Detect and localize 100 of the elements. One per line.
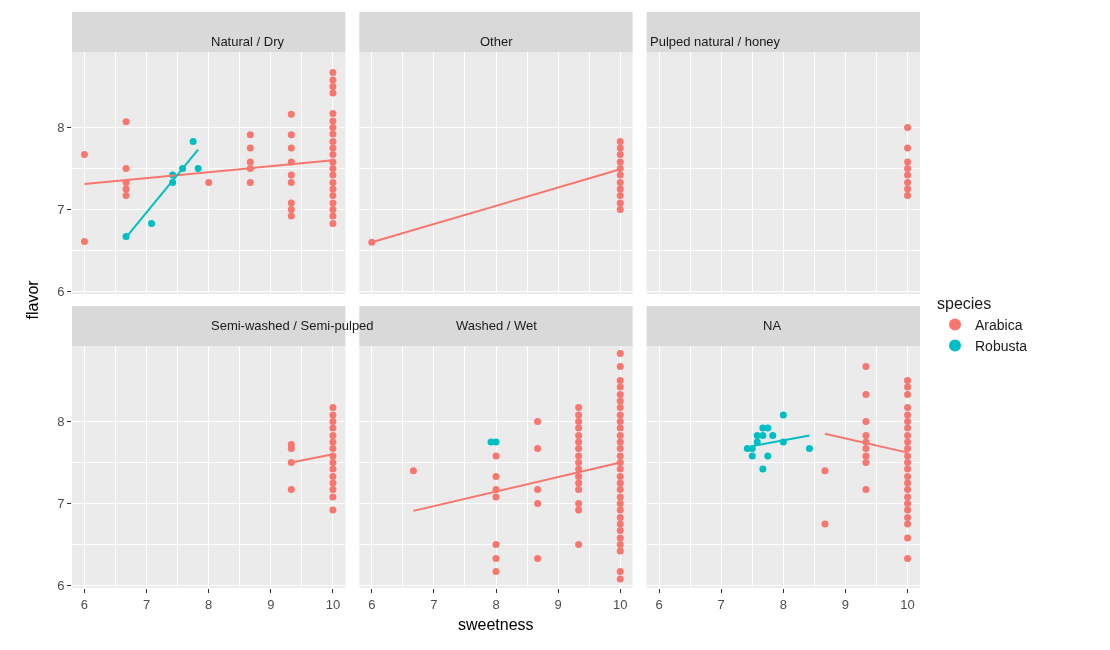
- point: [80, 238, 88, 245]
- x-tick-label: 9: [554, 596, 562, 612]
- point: [329, 506, 337, 514]
- point: [862, 452, 870, 460]
- point: [329, 486, 337, 494]
- point: [329, 171, 337, 179]
- point: [616, 199, 624, 207]
- point: [616, 411, 624, 419]
- point: [329, 82, 337, 90]
- chart-title: Washed / Wet: [456, 318, 538, 333]
- point: [904, 417, 912, 425]
- point: [616, 486, 624, 494]
- point: [616, 465, 624, 473]
- x-tick-label: 7: [717, 596, 725, 612]
- chart-title: NA: [763, 318, 782, 333]
- x-tick-label: 6: [655, 596, 663, 612]
- point: [329, 411, 337, 419]
- point: [329, 192, 337, 200]
- point: [329, 424, 337, 432]
- point: [616, 206, 624, 214]
- point: [329, 69, 337, 77]
- point: [575, 541, 583, 549]
- point: [329, 117, 337, 125]
- point: [492, 554, 500, 562]
- point: [287, 131, 295, 139]
- point: [329, 472, 337, 480]
- point: [904, 144, 912, 152]
- point: [904, 534, 912, 542]
- point: [616, 452, 624, 460]
- point: [205, 178, 213, 186]
- point: [287, 486, 295, 494]
- point: [748, 445, 756, 453]
- point: [759, 465, 767, 473]
- point: [409, 467, 417, 475]
- point: [534, 445, 542, 453]
- point: [575, 458, 583, 466]
- point: [492, 472, 500, 480]
- point: [616, 185, 624, 193]
- point: [287, 212, 295, 220]
- point: [329, 438, 337, 446]
- point: [329, 89, 337, 97]
- point: [329, 151, 337, 159]
- point: [575, 479, 583, 487]
- point: [329, 110, 337, 118]
- point: [779, 411, 787, 419]
- point: [616, 376, 624, 384]
- point: [616, 404, 624, 412]
- point: [329, 431, 337, 439]
- point: [329, 199, 337, 207]
- point: [575, 417, 583, 425]
- point: [616, 383, 624, 391]
- x-tick-label: 6: [368, 596, 376, 612]
- point: [904, 465, 912, 473]
- point: [148, 219, 156, 227]
- y-tick-label: 7: [57, 202, 65, 218]
- point: [616, 431, 624, 439]
- x-tick-label: 10: [900, 596, 915, 612]
- y-tick-label: 6: [57, 578, 65, 594]
- point: [329, 404, 337, 412]
- point: [122, 192, 130, 200]
- point: [904, 500, 912, 508]
- point: [821, 520, 829, 528]
- point: [616, 349, 624, 357]
- point: [616, 397, 624, 405]
- point: [616, 417, 624, 425]
- point: [904, 520, 912, 528]
- point: [904, 506, 912, 514]
- legend-label: Robusta: [975, 338, 1028, 355]
- point: [904, 452, 912, 460]
- point: [904, 171, 912, 179]
- point: [287, 144, 295, 152]
- point: [329, 178, 337, 186]
- point: [904, 383, 912, 391]
- point: [616, 438, 624, 446]
- point: [575, 445, 583, 453]
- point: [862, 445, 870, 453]
- point: [904, 479, 912, 487]
- point: [287, 171, 295, 179]
- point: [575, 472, 583, 480]
- chart-title: Natural / Dry: [211, 34, 285, 49]
- x-tick-label: 10: [613, 596, 628, 612]
- point: [575, 424, 583, 432]
- point: [764, 452, 772, 460]
- point: [246, 131, 254, 139]
- point: [246, 178, 254, 186]
- point: [329, 164, 337, 172]
- point: [329, 76, 337, 84]
- point: [575, 486, 583, 494]
- point: [616, 390, 624, 398]
- point: [862, 363, 870, 371]
- point: [616, 363, 624, 371]
- x-tick-label: 7: [430, 596, 438, 612]
- point: [616, 520, 624, 528]
- point: [492, 541, 500, 549]
- point: [329, 137, 337, 145]
- point: [575, 438, 583, 446]
- point: [616, 500, 624, 508]
- point: [492, 452, 500, 460]
- point: [904, 411, 912, 419]
- point: [616, 192, 624, 200]
